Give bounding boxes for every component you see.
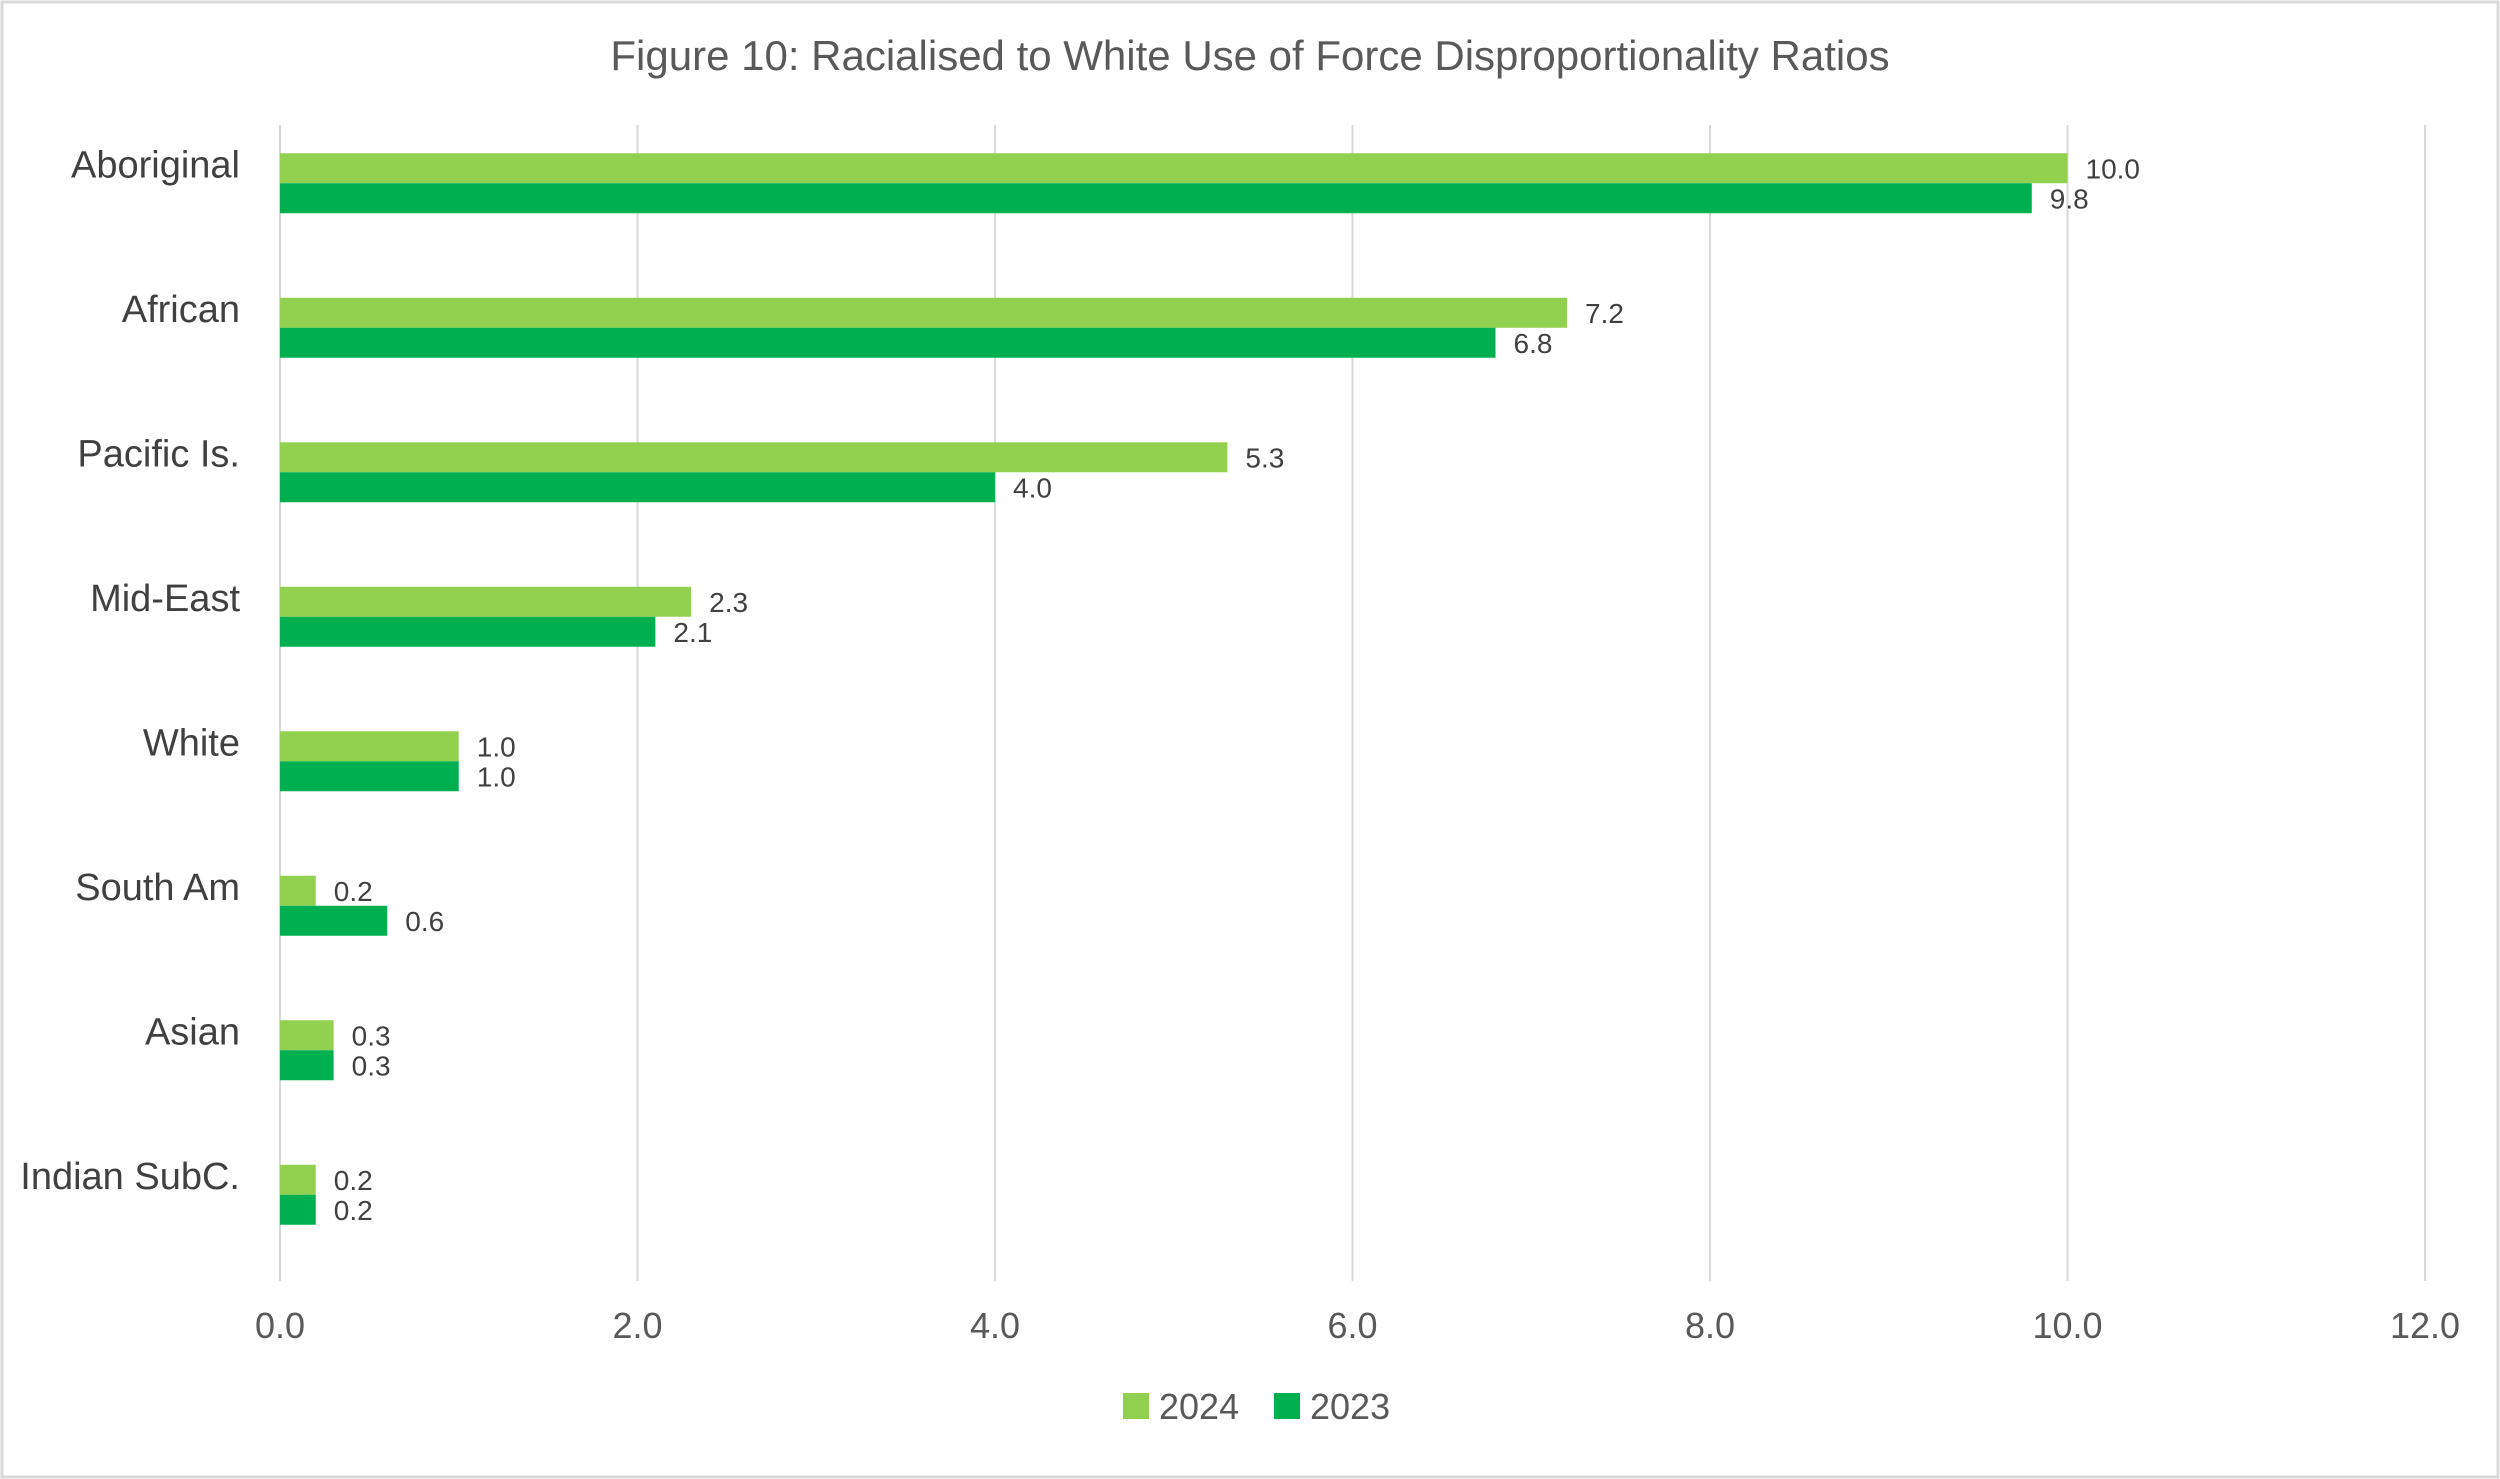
x-tick-label: 10.0 <box>2032 1305 2102 1346</box>
bar-2023 <box>280 472 995 503</box>
category-label: Asian <box>145 1011 240 1053</box>
category-label: Aboriginal <box>71 144 240 186</box>
bar-2023 <box>280 761 459 792</box>
category-label: African <box>122 289 240 331</box>
bar-2024 <box>280 586 692 617</box>
category-label: White <box>143 722 240 764</box>
x-tick-label: 4.0 <box>970 1305 1020 1346</box>
data-label-2023: 2.1 <box>673 617 712 648</box>
bar-2023 <box>280 905 388 936</box>
category-label: Indian SubC. <box>20 1156 240 1198</box>
bar-2023 <box>280 183 2032 214</box>
x-tick-label: 0.0 <box>255 1305 305 1346</box>
x-tick-label: 12.0 <box>2390 1305 2460 1346</box>
data-label-2024: 2.3 <box>709 587 748 618</box>
data-label-2023: 0.2 <box>334 1195 373 1226</box>
x-tick-label: 2.0 <box>612 1305 662 1346</box>
data-label-2023: 1.0 <box>477 761 516 792</box>
bar-2023 <box>280 1194 316 1225</box>
legend-label-2024: 2024 <box>1159 1386 1239 1427</box>
data-label-2023: 0.6 <box>405 906 444 937</box>
bar-2024 <box>280 442 1228 473</box>
bar-2024 <box>280 153 2068 184</box>
data-label-2024: 7.2 <box>1585 298 1624 329</box>
bar-2023 <box>280 616 656 647</box>
data-label-2024: 0.3 <box>352 1020 391 1051</box>
data-label-2023: 9.8 <box>2050 183 2089 214</box>
x-tick-label: 6.0 <box>1327 1305 1377 1346</box>
data-label-2024: 0.2 <box>334 876 373 907</box>
legend: 2024 2023 <box>1123 1386 1390 1427</box>
data-label-2024: 1.0 <box>477 731 516 762</box>
data-labels: 10.09.8 7.2 6.8 5.3 4.0 2.32.1 1.01.0 0.2 0.6 0.3… <box>334 153 2140 1226</box>
category-label: Pacific Is. <box>77 433 240 475</box>
legend-label-2023: 2023 <box>1310 1386 1390 1427</box>
data-label-2024: 10.0 <box>2086 153 2141 184</box>
bar-2024 <box>280 875 316 906</box>
bar-2024 <box>280 1164 316 1195</box>
bar-2024 <box>280 297 1567 328</box>
bar-2023 <box>280 1050 334 1081</box>
category-label: South Am <box>75 867 240 909</box>
bars <box>280 153 2068 1225</box>
x-tick-label: 8.0 <box>1685 1305 1735 1346</box>
category-labels: Aboriginal African Pacific Is. Mid-East Whit… <box>20 144 240 1198</box>
bar-2023 <box>280 327 1496 358</box>
bar-2024 <box>280 1020 334 1051</box>
x-axis-tick-labels: 0.0 2.0 4.0 6.0 8.0 10.0 12.0 <box>255 1305 2460 1346</box>
data-label-2024: 5.3 <box>1245 442 1284 473</box>
chart-title: Figure 10: Racialised to White Use of Fo… <box>610 32 1889 79</box>
legend-swatch-2023 <box>1274 1393 1300 1419</box>
data-label-2024: 0.2 <box>334 1165 373 1196</box>
data-label-2023: 4.0 <box>1013 472 1052 503</box>
legend-swatch-2024 <box>1123 1393 1149 1419</box>
data-label-2023: 0.3 <box>352 1050 391 1081</box>
category-label: Mid-East <box>90 578 240 620</box>
data-label-2023: 6.8 <box>1514 328 1553 359</box>
bar-2024 <box>280 731 459 762</box>
